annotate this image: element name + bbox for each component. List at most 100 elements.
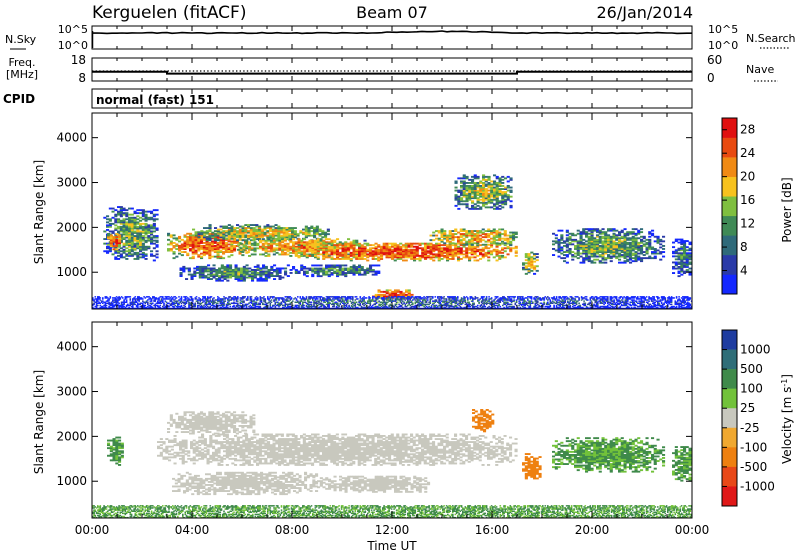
power-cell <box>495 188 499 190</box>
power-cell <box>312 305 314 308</box>
power-cell <box>524 256 528 259</box>
power-cell <box>259 279 263 282</box>
power-cell <box>459 258 463 260</box>
power-cell <box>471 186 475 189</box>
power-cell <box>275 275 279 277</box>
power-cell <box>598 229 602 232</box>
power-cell <box>95 299 98 301</box>
power-cell <box>118 240 122 243</box>
power-cell <box>335 301 338 303</box>
power-cell <box>286 253 290 256</box>
power-cell <box>454 242 458 245</box>
power-cell <box>242 278 246 280</box>
power-cell <box>327 303 329 306</box>
power-cell <box>259 297 262 299</box>
power-cell <box>437 256 441 259</box>
power-cell <box>493 192 497 195</box>
power-cell <box>220 299 223 301</box>
power-cell <box>253 250 257 253</box>
power-cell <box>404 256 408 259</box>
power-cell <box>227 243 231 246</box>
power-cell <box>495 175 499 178</box>
power-cell <box>554 249 558 252</box>
noise-right-tick-low: 10^0 <box>708 39 738 52</box>
power-cell <box>125 242 129 245</box>
power-cell <box>672 267 676 270</box>
power-cell <box>202 296 204 298</box>
power-cell <box>229 275 233 277</box>
power-cell <box>155 297 158 299</box>
power-cell <box>154 297 157 299</box>
power-cell <box>114 258 118 260</box>
power-cell <box>188 298 190 300</box>
power-cell <box>242 303 244 306</box>
power-cell <box>440 231 444 234</box>
power-cell <box>329 302 332 304</box>
power-cell <box>612 241 616 244</box>
power-cell <box>125 225 129 228</box>
power-cell <box>158 305 160 308</box>
power-cell <box>200 237 204 240</box>
power-cell <box>601 235 605 238</box>
power-cell <box>504 201 508 204</box>
power-cell <box>235 299 238 301</box>
power-cell <box>462 245 466 248</box>
power-cell <box>596 229 600 232</box>
power-cell <box>462 194 466 197</box>
power-cell <box>230 228 234 231</box>
power-cell <box>413 256 417 259</box>
power-cell <box>139 233 143 236</box>
power-cell <box>426 247 430 250</box>
power-cell <box>402 248 406 251</box>
power-cell <box>305 242 309 245</box>
power-cell <box>247 299 249 301</box>
power-cell <box>574 252 578 255</box>
power-cell <box>158 297 160 299</box>
power-cell <box>482 188 486 190</box>
power-cell <box>465 182 469 184</box>
power-cell <box>680 264 684 267</box>
power-cell <box>462 188 466 190</box>
power-cell <box>216 231 220 234</box>
power-cell <box>527 253 531 255</box>
power-cell <box>122 230 126 233</box>
power-cell <box>383 290 387 293</box>
power-cell <box>506 197 510 200</box>
power-cell <box>371 247 375 250</box>
power-cell <box>482 183 486 186</box>
power-cell <box>167 238 171 241</box>
power-cell <box>435 254 439 257</box>
power-cell <box>360 273 364 276</box>
power-cell <box>213 302 215 304</box>
power-cell <box>192 300 194 302</box>
power-cell <box>637 237 641 240</box>
power-cell <box>618 258 622 261</box>
power-cell <box>103 250 107 253</box>
power-cell <box>244 234 248 237</box>
power-cell <box>465 230 469 232</box>
power-cell <box>163 303 165 306</box>
power-cell <box>383 293 387 296</box>
power-cell <box>208 300 210 302</box>
power-cell <box>297 247 301 250</box>
power-cell <box>227 236 231 239</box>
power-cell <box>454 197 458 200</box>
power-cell <box>130 232 134 234</box>
power-cell <box>198 297 200 299</box>
power-cell <box>130 305 133 308</box>
power-cell <box>118 296 120 298</box>
power-cell <box>307 306 309 309</box>
power-cell <box>262 297 264 299</box>
power-cell <box>208 302 210 304</box>
power-cell <box>122 304 124 307</box>
power-cell <box>259 241 263 244</box>
power-cell <box>207 267 211 270</box>
power-cell <box>297 239 301 242</box>
power-cell <box>451 239 455 242</box>
power-cell <box>593 254 597 256</box>
power-cell <box>432 248 436 251</box>
power-cell <box>292 304 294 307</box>
power-cell <box>202 232 206 235</box>
power-cell <box>640 258 644 261</box>
power-cell <box>185 301 188 303</box>
